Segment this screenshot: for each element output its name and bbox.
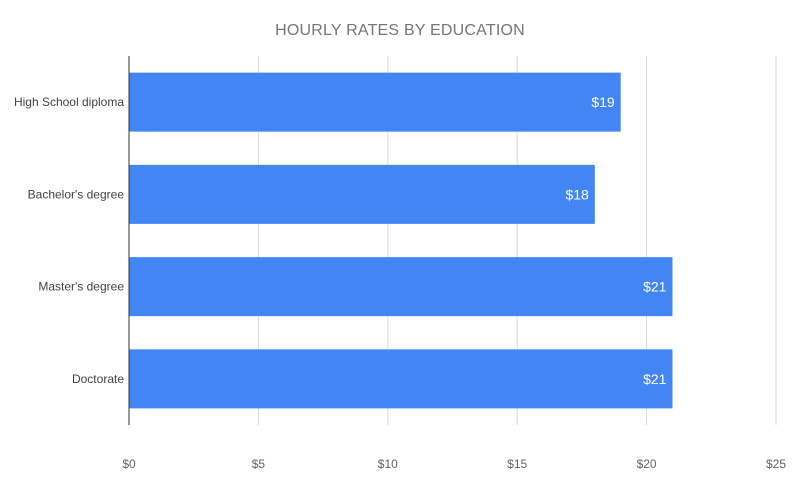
chart-title: HOURLY RATES BY EDUCATION: [275, 22, 525, 39]
data-label-2: $21: [643, 279, 667, 295]
x-tick-label-5: $25: [766, 457, 786, 471]
bar-0: [129, 72, 621, 132]
x-tick-label-2: $10: [378, 457, 398, 471]
data-label-1: $18: [565, 186, 589, 202]
category-label-1: Bachelor's degree: [28, 187, 125, 201]
data-label-3: $21: [643, 371, 667, 387]
x-tick-label-0: $0: [122, 457, 136, 471]
bar-2: [129, 257, 673, 317]
category-label-0: High School diploma: [14, 95, 124, 109]
category-label-2: Master's degree: [38, 280, 124, 294]
bar-1: [129, 164, 595, 224]
data-label-0: $19: [591, 94, 615, 110]
x-tick-label-1: $5: [252, 457, 266, 471]
x-tick-label-3: $15: [507, 457, 527, 471]
x-tick-label-4: $20: [637, 457, 657, 471]
bar-3: [129, 349, 673, 409]
category-label-3: Doctorate: [72, 372, 124, 386]
